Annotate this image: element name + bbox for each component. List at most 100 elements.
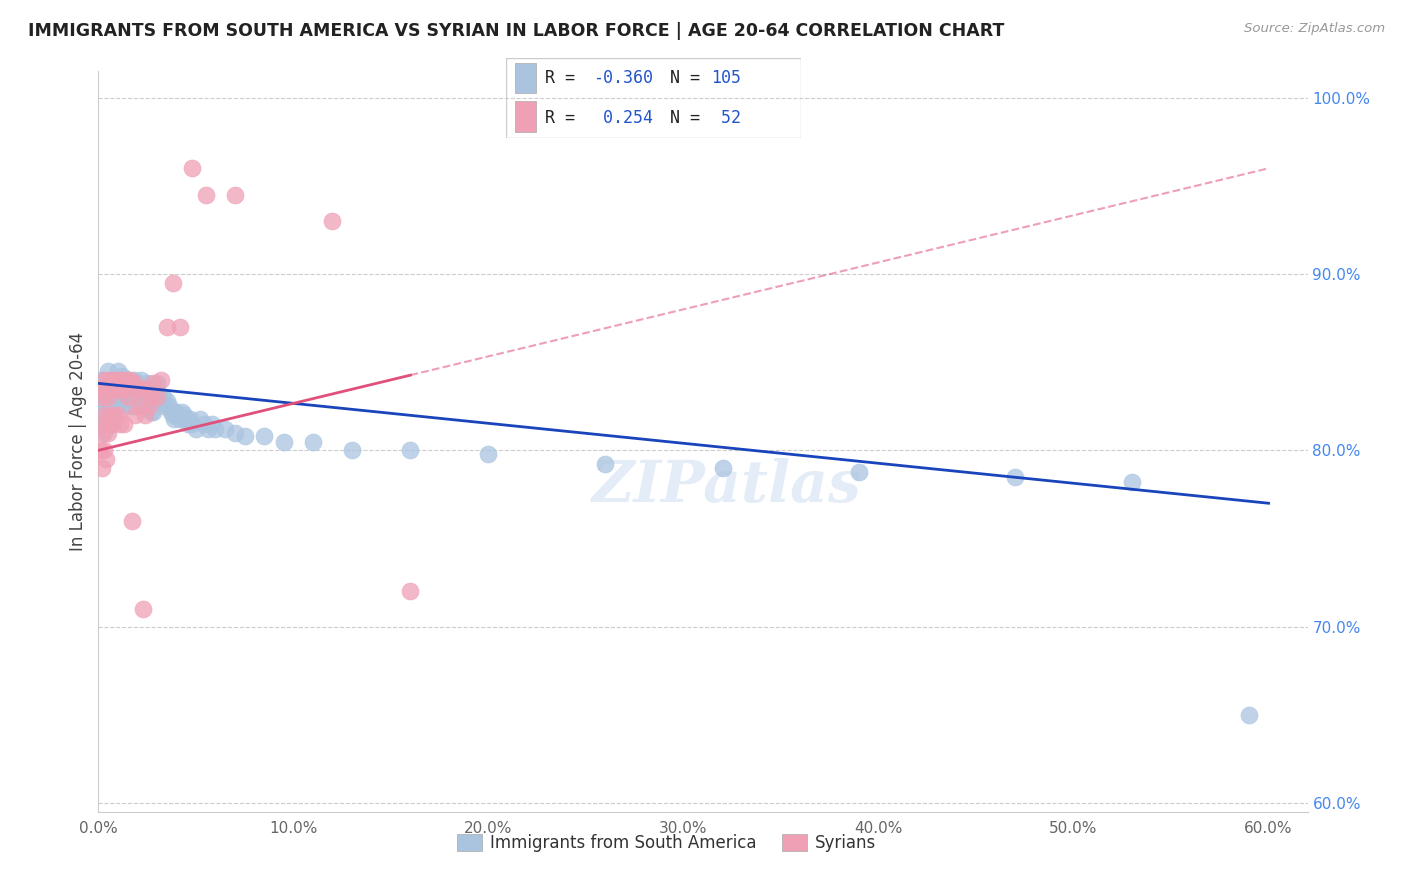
Point (399, 443, 422, 458)
Y-axis label: In Labor Force | Age 20-64: In Labor Force | Age 20-64 (69, 332, 87, 551)
Point (152, 391, 174, 405)
Point (138, 399, 160, 413)
Point (96, 399, 118, 413)
Point (321, 214, 343, 228)
Point (200, 417, 222, 431)
Point (101, 417, 124, 431)
Point (165, 404, 187, 418)
Point (101, 382, 124, 396)
Point (112, 376, 135, 391)
Point (96, 417, 118, 431)
Point (101, 417, 124, 431)
Text: Source: ZipAtlas.com: Source: ZipAtlas.com (1244, 22, 1385, 36)
Point (101, 399, 124, 413)
Text: N =: N = (671, 69, 700, 87)
Point (104, 382, 127, 396)
Point (114, 399, 136, 413)
Point (89, 373, 111, 387)
Point (97, 364, 120, 378)
Point (224, 187, 246, 202)
Point (117, 391, 139, 405)
Point (132, 399, 155, 413)
Point (1004, 470, 1026, 484)
Point (91, 425, 114, 440)
Point (204, 422, 226, 436)
Point (136, 394, 159, 409)
Point (103, 373, 125, 387)
Point (179, 411, 201, 425)
Point (132, 382, 155, 396)
Point (711, 461, 734, 475)
Point (96, 452, 118, 467)
Point (134, 408, 156, 422)
Point (97, 391, 120, 405)
Point (112, 394, 135, 409)
Point (146, 391, 169, 405)
Point (132, 602, 155, 616)
Point (111, 387, 134, 401)
Point (184, 422, 207, 436)
Point (112, 382, 135, 396)
Point (139, 391, 162, 405)
Point (146, 394, 169, 409)
Point (91, 461, 114, 475)
Point (159, 404, 181, 418)
Point (107, 399, 129, 413)
Point (108, 417, 131, 431)
Point (117, 373, 139, 387)
Point (172, 404, 194, 418)
Point (91, 399, 114, 413)
Point (107, 382, 129, 396)
Point (153, 399, 176, 413)
Text: 52: 52 (711, 109, 741, 128)
Point (112, 417, 135, 431)
Point (114, 373, 136, 387)
Point (224, 425, 246, 440)
Point (143, 391, 166, 405)
Point (96, 417, 118, 431)
Point (149, 373, 172, 387)
Point (118, 394, 141, 409)
Point (96, 382, 118, 396)
Point (108, 373, 131, 387)
Point (194, 187, 217, 202)
Point (477, 447, 499, 461)
Point (174, 411, 197, 425)
Point (98, 415, 121, 429)
Point (131, 391, 153, 405)
Text: 105: 105 (711, 69, 741, 87)
Point (148, 387, 170, 401)
Point (93, 408, 115, 422)
Point (108, 382, 131, 396)
Point (89, 408, 111, 422)
Point (156, 394, 179, 409)
Point (127, 376, 149, 391)
Point (108, 391, 131, 405)
Point (122, 373, 145, 387)
Point (399, 584, 422, 599)
Point (167, 408, 190, 422)
Point (91, 391, 114, 405)
Point (1237, 707, 1260, 722)
Point (98, 408, 121, 422)
Point (97, 382, 120, 396)
Point (118, 376, 141, 391)
Point (128, 382, 150, 396)
Point (107, 373, 129, 387)
Point (124, 382, 146, 396)
Text: N =: N = (671, 109, 700, 128)
Point (117, 391, 139, 405)
Point (146, 376, 169, 391)
Bar (515, 102, 536, 132)
Point (98, 373, 121, 387)
Point (162, 276, 184, 290)
Point (89, 443, 111, 458)
Point (169, 411, 191, 425)
Point (121, 399, 143, 413)
Point (96, 382, 118, 396)
Point (121, 514, 143, 528)
Point (273, 434, 295, 449)
Point (118, 373, 141, 387)
Point (93, 373, 115, 387)
Point (188, 411, 211, 425)
